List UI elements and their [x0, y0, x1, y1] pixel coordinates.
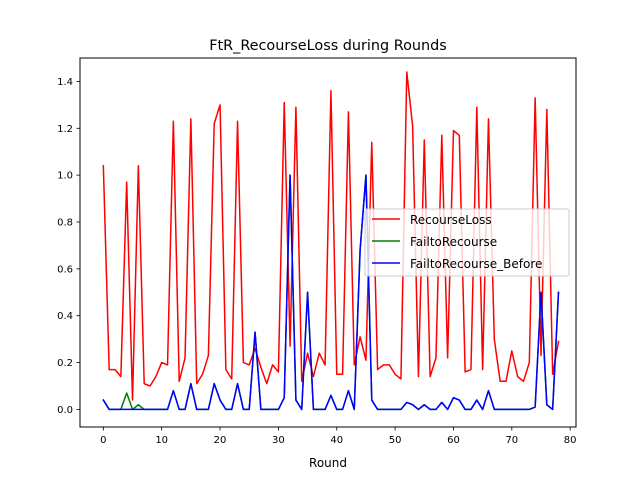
legend-label-recourse-loss: RecourseLoss — [410, 213, 492, 227]
y-tick-label: 0.2 — [57, 358, 73, 369]
x-tick-label: 80 — [564, 435, 577, 446]
x-tick-label: 10 — [155, 435, 168, 446]
plot-frame — [79, 57, 577, 428]
y-tick-label: 0.6 — [57, 264, 73, 275]
series-line-recourseloss — [102, 71, 560, 401]
x-tick-label: 30 — [272, 435, 285, 446]
legend-label-fail-to-recourse-before: FailtoRecourse_Before — [410, 257, 542, 271]
x-axis: 0 10 20 30 40 50 60 70 80 — [100, 427, 577, 446]
x-tick-label: 70 — [505, 435, 518, 446]
x-tick-label: 0 — [100, 435, 106, 446]
y-tick-label: 1.4 — [57, 77, 73, 88]
y-tick-label: 0.0 — [57, 405, 73, 416]
y-axis: 0.0 0.2 0.4 0.6 0.8 1.0 1.2 1.4 — [57, 77, 80, 416]
x-axis-label: Round — [309, 456, 347, 470]
y-tick-label: 0.4 — [57, 311, 73, 322]
legend-label-fail-to-recourse: FailtoRecourse — [410, 235, 497, 249]
chart-title: FtR_RecourseLoss during Rounds — [209, 38, 447, 54]
x-tick-label: 40 — [330, 435, 343, 446]
x-tick-label: 20 — [214, 435, 227, 446]
x-tick-label: 60 — [447, 435, 460, 446]
plot-series — [102, 71, 560, 411]
y-tick-label: 1.2 — [57, 124, 73, 135]
x-tick-label: 50 — [389, 435, 402, 446]
y-tick-label: 1.0 — [57, 171, 73, 182]
series-line-failtorecourse-before — [102, 174, 560, 411]
legend: RecourseLoss FailtoRecourse FailtoRecour… — [364, 208, 570, 277]
legend-box — [364, 208, 570, 277]
y-tick-label: 0.8 — [57, 218, 73, 229]
